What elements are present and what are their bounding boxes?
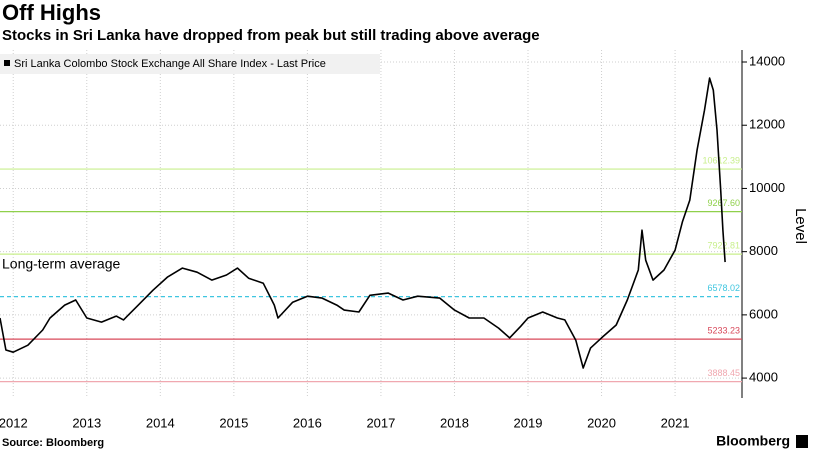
- x-tick-label: 2016: [293, 415, 322, 430]
- annotation: Long-term average: [2, 255, 121, 271]
- y-tick-label: 14000: [749, 53, 785, 68]
- reference-label: 5233.23: [707, 325, 740, 335]
- y-tick-label: 12000: [749, 117, 785, 132]
- brand: Bloomberg: [716, 433, 790, 449]
- x-tick-label: 2012: [0, 415, 28, 430]
- x-tick-label: 2021: [661, 415, 690, 430]
- y-tick-label: 6000: [749, 306, 778, 321]
- chart-subtitle: Stocks in Sri Lanka have dropped from pe…: [2, 27, 540, 44]
- reference-label: 6578.02: [707, 283, 740, 293]
- legend-label: Sri Lanka Colombo Stock Exchange All Sha…: [14, 58, 326, 70]
- x-tick-label: 2018: [440, 415, 469, 430]
- legend-box: [0, 54, 380, 74]
- series-line: [0, 77, 726, 369]
- legend-swatch: [4, 60, 10, 66]
- y-tick-label: 8000: [749, 243, 778, 258]
- y-tick-label: 4000: [749, 370, 778, 385]
- chart-title: Off Highs: [2, 0, 101, 25]
- y-axis-label: Level: [792, 208, 809, 244]
- reference-label: 9267.60: [707, 198, 740, 208]
- brand-icon: [796, 435, 808, 448]
- x-tick-label: 2019: [514, 415, 543, 430]
- x-tick-label: 2017: [366, 415, 395, 430]
- x-tick-label: 2014: [146, 415, 175, 430]
- reference-label: 3888.45: [707, 368, 740, 378]
- reference-label: 10612.39: [702, 155, 740, 165]
- y-tick-label: 10000: [749, 180, 785, 195]
- x-tick-label: 2015: [219, 415, 248, 430]
- source: Source: Bloomberg: [2, 437, 104, 449]
- x-tick-label: 2013: [72, 415, 101, 430]
- x-tick-label: 2020: [587, 415, 616, 430]
